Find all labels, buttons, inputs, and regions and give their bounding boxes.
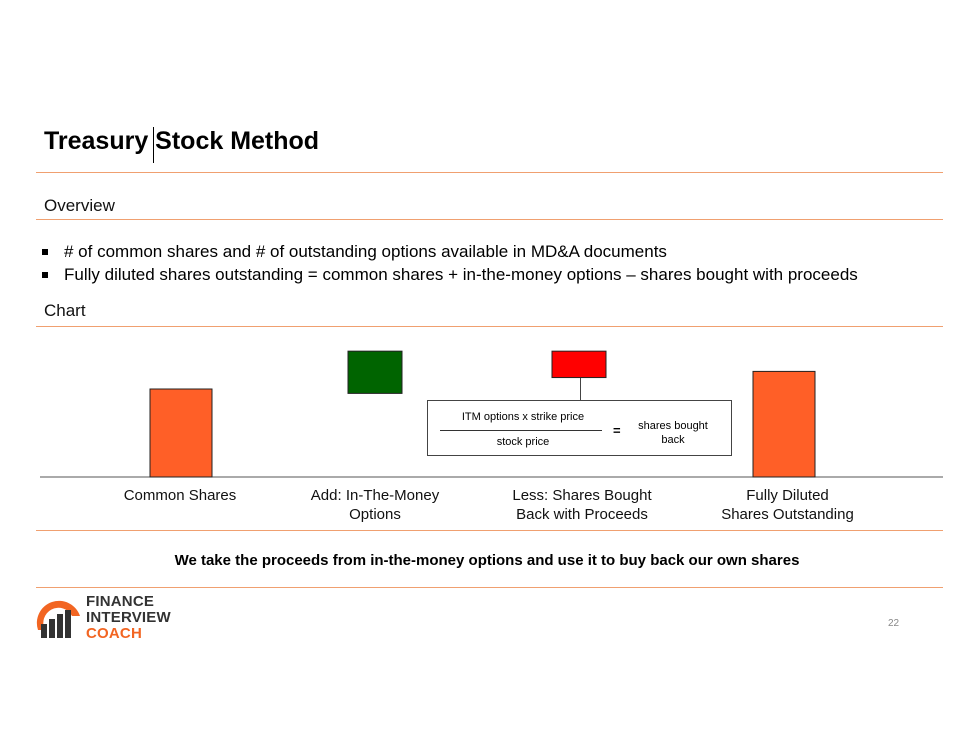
bullet-text: Fully diluted shares outstanding = commo… [64,265,858,284]
logo-wordmark: FINANCE INTERVIEW COACH [86,594,171,642]
treasury-stock-chart [40,350,943,478]
category-label-shares-bought-back: Less: Shares Bought Back with Proceeds [497,486,667,524]
formula-numerator: ITM options x strike price [461,411,585,423]
formula-equals: = [613,423,621,438]
category-label-line: Options [349,506,401,523]
bullet-marker [42,249,48,255]
bullet-text: # of common shares and # of outstanding … [64,242,667,261]
chart-divider [36,326,943,327]
category-label-fully-diluted: Fully Diluted Shares Outstanding [700,486,875,524]
bar-4 [752,370,816,478]
bullet-item: # of common shares and # of outstanding … [40,240,858,263]
bar-1 [149,388,213,478]
overview-bullet-list: # of common shares and # of outstanding … [40,240,858,286]
overview-heading: Overview [44,196,115,215]
bar-3 [551,350,607,379]
formula-fraction-bar [440,430,602,431]
formula-box: ITM options x strike price stock price =… [427,400,732,456]
category-label-line: Shares Outstanding [721,506,854,523]
category-label-line: Fully Diluted [746,487,829,504]
chart-heading: Chart [44,301,86,320]
overview-divider [36,219,943,220]
bullet-item: Fully diluted shares outstanding = commo… [40,263,858,286]
category-label-line: Add: In-The-Money [310,487,440,504]
formula-denominator: stock price [496,436,550,448]
bar-2 [347,350,403,394]
category-label-line: Back with Proceeds [516,506,648,523]
text-cursor [153,127,154,163]
formula-result: shares bought back [638,420,708,446]
formula-connector-line [580,378,581,400]
footer-divider [36,587,943,588]
category-label-itm-options: Add: In-The-Money Options [295,486,455,524]
slide-title: Treasury Stock Method [44,127,320,155]
category-label-common-shares: Common Shares [100,486,260,505]
bullet-marker [42,272,48,278]
logo-mark-icon [36,600,80,638]
category-label-line: Common Shares [123,487,237,504]
chart-bottom-divider [36,530,943,531]
page-number: 22 [888,618,900,629]
summary-statement: We take the proceeds from in-the-money o… [174,552,800,569]
logo-line: COACH [86,625,142,642]
category-label-line: Less: Shares Bought [512,487,652,504]
logo-line: FINANCE [86,593,155,610]
logo-line: INTERVIEW [86,609,171,626]
title-divider [36,172,943,173]
